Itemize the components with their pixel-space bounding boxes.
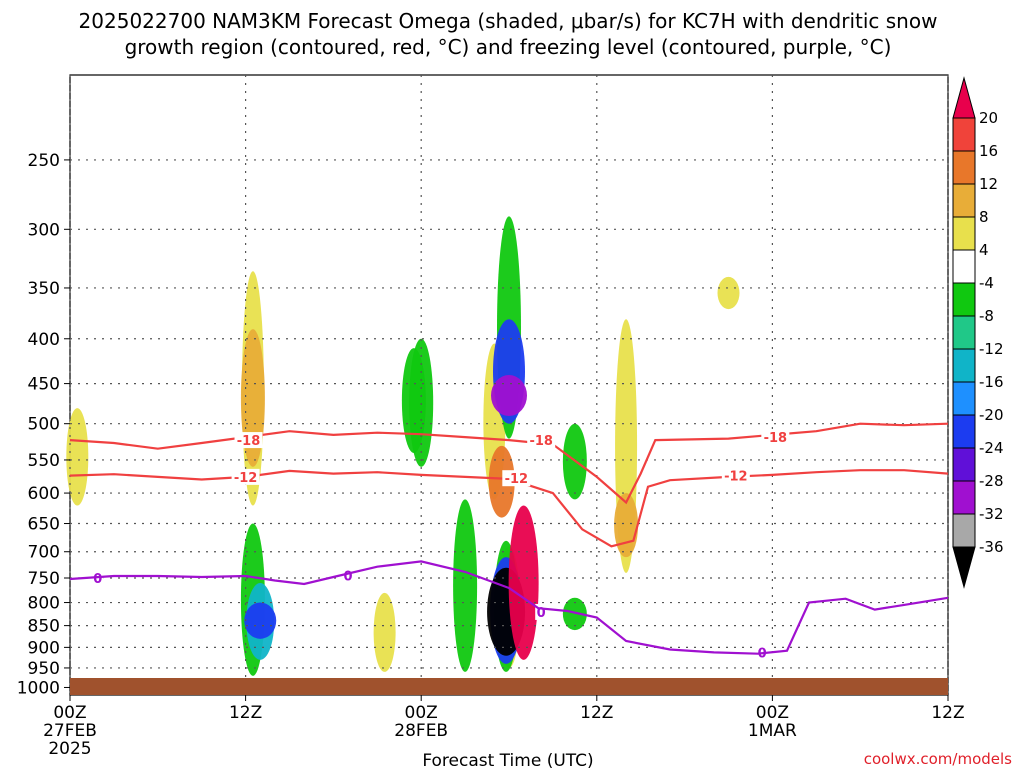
colorbar-label: 20 [979, 109, 998, 127]
y-tick-label: 400 [28, 330, 60, 350]
x-tick-label: 12Z [580, 703, 613, 723]
colorbar-label: -32 [979, 505, 1004, 523]
dendritic-growth-contours: -18 -18 -18-12 -12 -120 000 [69, 422, 949, 661]
contour-label: -12 [724, 470, 748, 485]
contour-label-bg [761, 429, 790, 446]
colorbar-segment [952, 480, 976, 515]
colorbar-label: 8 [979, 208, 989, 226]
contour-label-bg [721, 467, 750, 484]
colorbar-label: -4 [979, 274, 994, 292]
colorbar-segment [952, 381, 976, 416]
omega-cell [562, 597, 587, 631]
x-tick-label: 1MAR [748, 721, 797, 741]
contour-label: 0 [344, 569, 353, 584]
contour-label-bg [342, 567, 355, 584]
x-tick-label: 00Z [53, 703, 86, 723]
contour-label: -18 [237, 434, 261, 449]
contour-label-bg [234, 432, 263, 449]
contour-label: 0 [93, 572, 102, 587]
y-tick-label: 350 [28, 279, 60, 299]
colorbar-segment [952, 249, 976, 284]
contour-label: 0 [537, 606, 546, 621]
omega-cell [244, 602, 277, 639]
x-tick-label: 2025 [48, 739, 91, 759]
omega-cell [453, 499, 478, 672]
y-tick-label: 750 [28, 569, 60, 589]
y-tick-label: 250 [28, 151, 60, 171]
colorbar-label: -20 [979, 406, 1004, 424]
chart-title-line-2: growth region (contoured, red, °C) and f… [125, 35, 892, 59]
colorbar-label: -16 [979, 373, 1004, 391]
colorbar-segment [952, 183, 976, 218]
omega-cell [488, 445, 515, 518]
omega-cell [491, 375, 527, 417]
colorbar-segment [952, 282, 976, 317]
y-tick-label: 300 [28, 220, 60, 240]
y-tick-label: 700 [28, 543, 60, 563]
contour-label: -12 [234, 471, 258, 486]
colorbar-segment [952, 150, 976, 185]
omega-shading [66, 216, 740, 676]
x-tick-label: 00Z [756, 703, 789, 723]
y-tick-label: 800 [28, 594, 60, 614]
y-tick-label: 900 [28, 638, 60, 658]
omega-cell [373, 592, 396, 672]
contour-minus12-line [69, 469, 949, 548]
colorbar-label: -28 [979, 472, 1004, 490]
chart-title-line-1: 2025022700 NAM3KM Forecast Omega (shaded… [79, 9, 938, 33]
contour-label-bg [527, 432, 556, 449]
colorbar-label: -12 [979, 340, 1004, 358]
colorbar-segment [952, 216, 976, 251]
x-tick-label: 27FEB [43, 721, 97, 741]
colorbar-label: -36 [979, 538, 1004, 556]
colorbar-top-arrow [952, 76, 976, 119]
terrain-bar [70, 678, 948, 695]
plot-area: -18 -18 -18-12 -12 -120 000 [66, 74, 949, 696]
colorbar-label: 16 [979, 142, 998, 160]
colorbar-label: 4 [979, 241, 989, 259]
site-credit: coolwx.com/models [864, 750, 1012, 768]
x-tick-label: 12Z [229, 703, 262, 723]
contour-label: -18 [764, 431, 788, 446]
colorbar-segment [952, 447, 976, 482]
contour-label-bg [231, 468, 260, 485]
colorbar-segment [952, 315, 976, 350]
y-tick-label: 500 [28, 415, 60, 435]
colorbar-bottom-arrow [952, 546, 976, 589]
contour-freezing-line [69, 560, 949, 655]
contour-label-bg [502, 470, 531, 487]
x-tick-label: 28FEB [394, 721, 448, 741]
omega-cell [508, 505, 539, 660]
y-tick-label: 1000 [17, 678, 60, 698]
omega-cell [66, 408, 89, 506]
x-axis-label: Forecast Time (UTC) [422, 751, 593, 768]
y-tick-label: 550 [28, 451, 60, 471]
colorbar-segment [952, 117, 976, 152]
colorbar-segment [952, 513, 976, 548]
contour-label: -18 [529, 434, 553, 449]
y-tick-label: 850 [28, 617, 60, 637]
colorbar-label: 12 [979, 175, 998, 193]
omega-colorbar: 20 16 12 8 4 -4 -8 -12 -16 -20 -24 -28 -32 -36 [952, 76, 1004, 589]
contour-label: -12 [505, 472, 529, 487]
y-tick-label: 450 [28, 375, 60, 395]
y-tick-label: 950 [28, 659, 60, 679]
y-tick-label: 600 [28, 484, 60, 504]
y-axis-pressure: 2503003504004505005506006507007508008509… [17, 151, 70, 698]
omega-cell [717, 276, 740, 310]
omega-cell [409, 338, 434, 467]
colorbar-segment [952, 348, 976, 383]
colorbar-label: -8 [979, 307, 994, 325]
colorbar-segment [952, 414, 976, 449]
x-tick-label: 12Z [931, 703, 964, 723]
freezing-level-contour [69, 560, 949, 655]
x-tick-label: 00Z [405, 703, 438, 723]
colorbar-label: -24 [979, 439, 1004, 457]
y-tick-label: 650 [28, 515, 60, 535]
